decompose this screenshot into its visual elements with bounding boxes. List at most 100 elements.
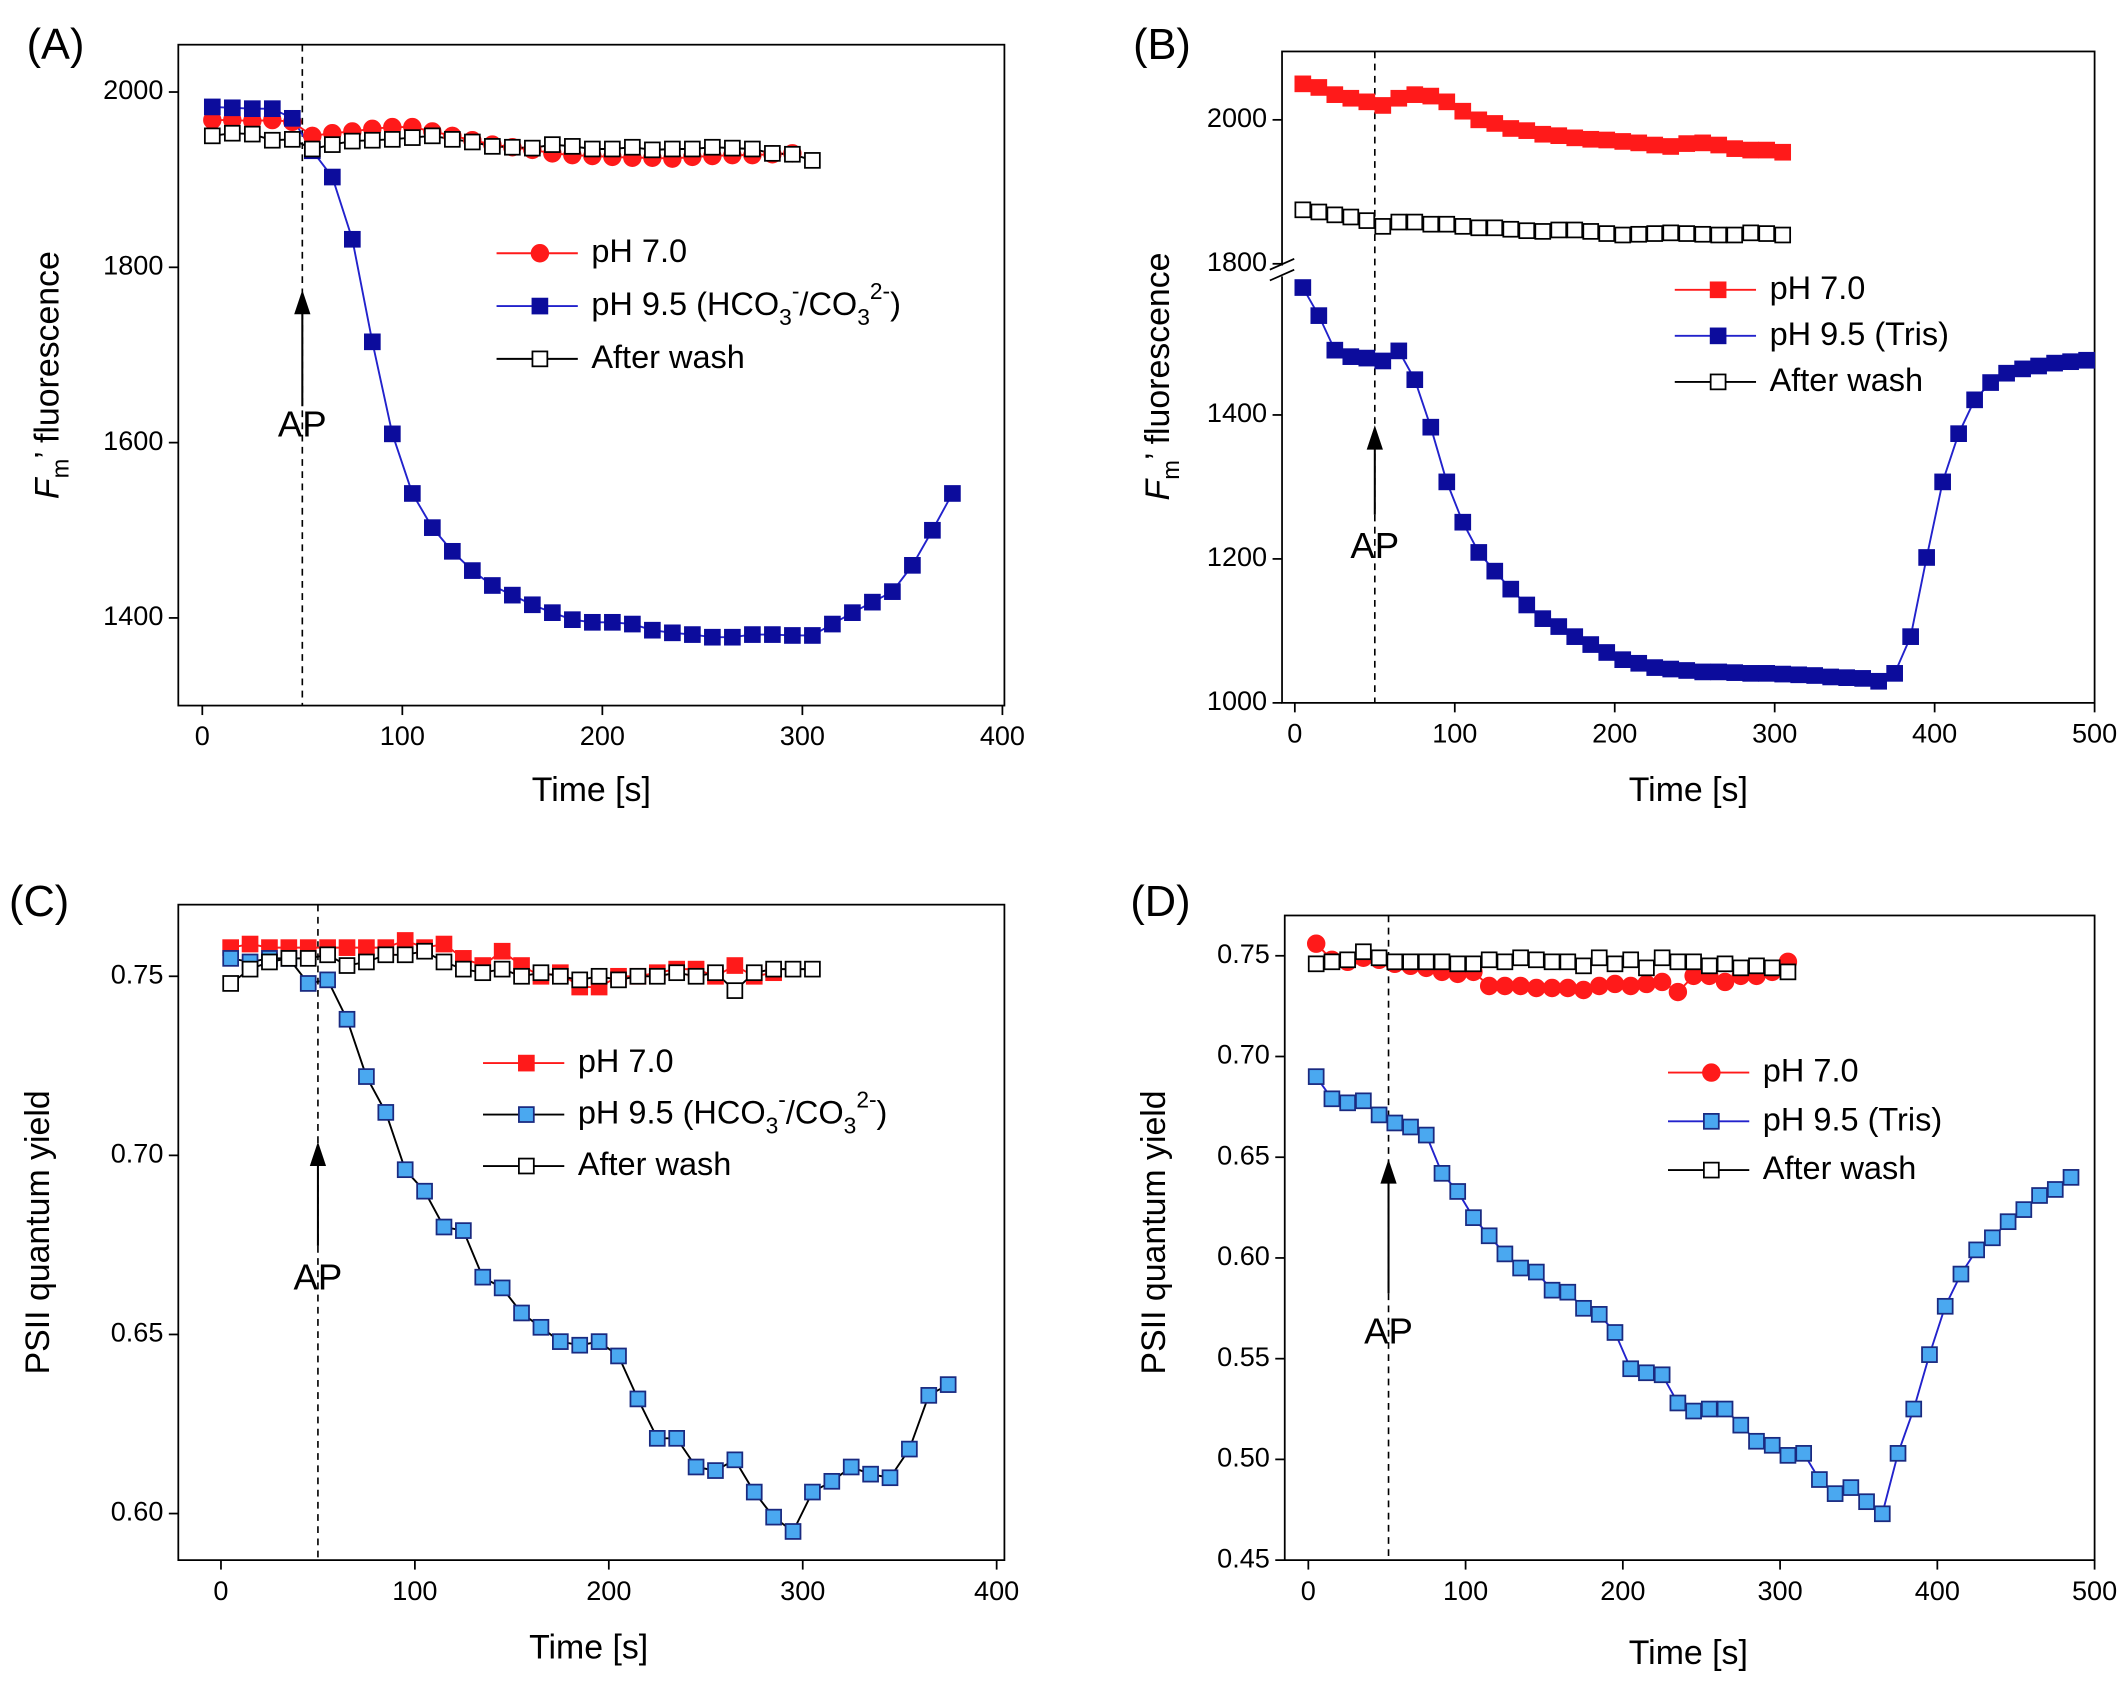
x-tick-label: 300 [1752, 718, 1797, 749]
panel-label: (B) [1133, 21, 1191, 69]
marker [2078, 351, 2095, 369]
marker [263, 100, 281, 118]
marker [532, 964, 550, 982]
marker [493, 942, 511, 960]
marker [1716, 1400, 1734, 1418]
marker [668, 1430, 686, 1447]
marker [358, 953, 375, 971]
marker [1528, 951, 1545, 969]
marker [1952, 1265, 1970, 1283]
marker [396, 932, 414, 949]
text-run: m [49, 459, 75, 479]
marker [1566, 221, 1584, 239]
marker [464, 562, 481, 579]
marker [668, 964, 686, 982]
marker [824, 615, 841, 633]
plot-frame [177, 43, 1006, 707]
marker [280, 950, 298, 967]
marker [1575, 1299, 1592, 1317]
marker [1390, 342, 1408, 360]
marker [358, 939, 375, 956]
marker [1678, 225, 1696, 242]
marker [1590, 1306, 1608, 1323]
text-run: - [778, 1087, 786, 1113]
marker [1763, 959, 1781, 977]
marker [1433, 1165, 1451, 1182]
marker [1726, 226, 1744, 244]
marker [804, 1483, 821, 1501]
marker [1486, 562, 1504, 580]
marker [1790, 666, 1808, 684]
marker [319, 971, 336, 989]
marker [1326, 206, 1344, 224]
marker [396, 946, 414, 964]
marker [664, 624, 681, 642]
marker [1806, 667, 1824, 684]
marker [1606, 1324, 1624, 1341]
legend-marker [518, 1157, 535, 1175]
legend-label: After wash [591, 338, 745, 374]
marker [1590, 949, 1608, 967]
legend-marker [1709, 327, 1727, 345]
marker [1982, 374, 1999, 391]
marker [1486, 115, 1504, 132]
annotation-text: AP [1350, 525, 1399, 566]
marker [1662, 224, 1680, 242]
legend-label: pH 9.5 (HCO3-/CO32-) [591, 278, 901, 330]
marker [504, 586, 521, 604]
y-tick-label: 0.70 [1217, 1039, 1270, 1070]
x-tick-label: 400 [980, 720, 1025, 751]
marker [1550, 221, 1568, 239]
marker [1614, 651, 1632, 669]
marker [1358, 212, 1376, 229]
marker [881, 1469, 899, 1487]
marker [1590, 976, 1609, 996]
text-run: After wash [1770, 361, 1924, 397]
marker [2062, 353, 2079, 371]
text-run: pH 9.5 (HCO [591, 286, 779, 322]
marker [1662, 660, 1680, 678]
marker [299, 950, 317, 967]
marker [765, 1508, 782, 1526]
marker [338, 939, 356, 956]
x-axis-label: Time [s] [532, 771, 651, 809]
marker [1566, 129, 1584, 147]
marker [444, 542, 461, 560]
plot-frame [1283, 914, 2096, 1561]
text-run: 3 [844, 1113, 857, 1139]
x-tick-label: 0 [1287, 718, 1302, 749]
text-run: After wash [578, 1146, 732, 1182]
marker [222, 975, 239, 992]
legend-marker [1703, 1113, 1720, 1130]
marker [435, 1218, 453, 1236]
marker [303, 140, 321, 158]
marker [455, 960, 472, 978]
marker [1905, 1400, 1923, 1418]
marker [1614, 226, 1632, 244]
legend-marker [531, 297, 549, 315]
marker [1294, 75, 1312, 93]
marker [864, 593, 881, 611]
marker [1822, 668, 1840, 686]
marker [1621, 976, 1640, 996]
marker [1342, 89, 1360, 107]
marker [1402, 1118, 1419, 1136]
marker [1542, 978, 1562, 998]
text-run: 3 [779, 304, 792, 330]
marker [904, 557, 921, 574]
marker [1358, 349, 1376, 367]
marker [474, 1268, 492, 1286]
marker [1528, 1263, 1545, 1281]
marker [1502, 580, 1520, 598]
marker [1575, 957, 1592, 975]
text-run: /CO [786, 1094, 844, 1130]
marker [1758, 225, 1776, 242]
marker [784, 145, 801, 163]
marker [571, 1336, 589, 1354]
marker [1678, 662, 1696, 679]
marker [223, 99, 241, 117]
marker [1306, 934, 1326, 953]
marker [744, 140, 761, 158]
marker [1518, 222, 1536, 240]
